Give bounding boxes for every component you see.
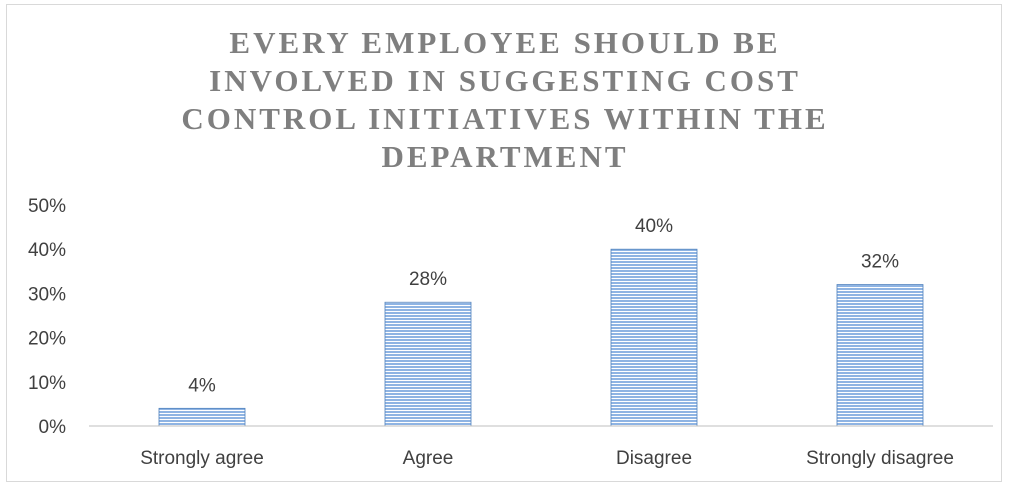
chart-title-line-1: EVERY EMPLOYEE SHOULD BE (229, 25, 781, 60)
chart-frame (6, 4, 1002, 482)
x-tick-label: Disagree (616, 448, 692, 469)
y-tick-label: 30% (28, 284, 66, 305)
y-tick-label: 10% (28, 373, 66, 394)
x-tick-label: Strongly agree (140, 448, 264, 469)
x-tick-label: Agree (403, 448, 454, 469)
chart-title-line-3: CONTROL INITIATIVES WITHIN THE (181, 101, 829, 136)
bar (610, 248, 698, 427)
bar (836, 284, 924, 427)
y-tick-label: 50% (28, 196, 66, 217)
data-label: 4% (188, 375, 216, 396)
y-tick-label: 40% (28, 240, 66, 261)
bar (384, 301, 472, 427)
bar (158, 407, 246, 427)
data-label: 32% (861, 252, 899, 273)
chart-title: EVERY EMPLOYEE SHOULD BE INVOLVED IN SUG… (0, 24, 1010, 176)
chart-title-line-2: INVOLVED IN SUGGESTING COST (209, 63, 801, 98)
x-tick-label: Strongly disagree (806, 448, 954, 469)
y-tick-label: 0% (39, 417, 67, 438)
data-label: 40% (635, 216, 673, 237)
data-label: 28% (409, 269, 447, 290)
y-tick-label: 20% (28, 329, 66, 350)
chart-title-line-4: DEPARTMENT (381, 139, 629, 174)
